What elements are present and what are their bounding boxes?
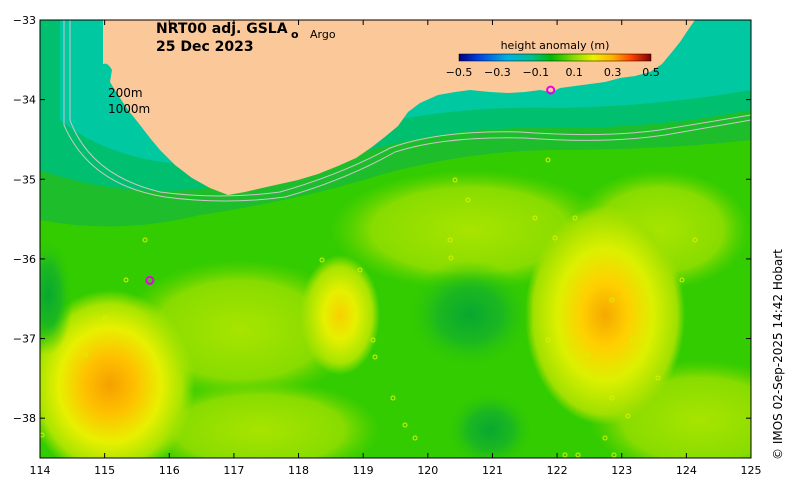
colorbar-tick-label: 0.3 [604,66,622,79]
colorbar [458,53,652,62]
argo-legend-symbol: o [291,28,299,41]
date-title: 25 Dec 2023 [156,39,254,55]
credit-text: © IMOS 02-Sep-2025 14:42 Hobart [771,249,785,460]
map-plot-area [40,20,751,458]
x-tick-label: 122 [547,464,568,477]
x-axis: 114 115 116 117 118 119 120 121 122 123 124 125 [30,20,762,477]
y-tick-label: −34 [13,94,36,107]
x-tick-label: 121 [482,464,503,477]
argo-float [546,85,556,95]
isobath-200m-label: 200m [108,86,143,100]
colorbar-tick-label: −0.3 [484,66,511,79]
x-tick-label: 123 [611,464,632,477]
x-tick-label: 114 [30,464,51,477]
warm-eddy [300,255,380,375]
cold-eddy [405,260,535,370]
cold-eddy [445,390,535,458]
anomaly-region [140,380,380,458]
y-axis: −33 −34 −35 −36 −37 −38 [13,14,751,425]
colorbar-tick-label: 0.5 [642,66,660,79]
x-tick-label: 125 [741,464,762,477]
plot-frame [39,19,752,459]
warm-eddy [40,290,195,458]
x-tick-label: 117 [223,464,244,477]
x-tick-label: 120 [417,464,438,477]
isobath-1000m [69,20,751,197]
x-tick-label: 115 [94,464,115,477]
land-australia [103,20,695,195]
y-tick-label: −38 [13,412,36,425]
argo-legend-label: Argo [310,28,336,41]
x-tick-label: 118 [288,464,309,477]
colorbar-tick-label: −0.1 [522,66,549,79]
y-tick-label: −35 [13,173,36,186]
colorbar-tick-label: −0.5 [446,66,473,79]
colorbar-tick-label: 0.1 [565,66,583,79]
isobath-1000m-label: 1000m [108,102,150,116]
observation-points [40,157,698,458]
x-tick-label: 116 [159,464,180,477]
x-tick-label: 124 [676,464,697,477]
x-tick-label: 119 [353,464,374,477]
colorbar-title: height anomaly (m) [501,39,610,52]
warm-eddy [525,205,685,425]
cold-eddy [40,235,73,355]
product-title: NRT00 adj. GSLA [156,21,288,37]
argo-float [145,275,155,285]
isobath-200m [63,20,751,202]
y-tick-label: −37 [13,333,36,346]
y-tick-label: −33 [13,14,36,27]
y-tick-label: −36 [13,253,36,266]
colorbar-ticks: −0.5 −0.3 −0.1 0.1 0.3 0.5 [446,66,660,79]
